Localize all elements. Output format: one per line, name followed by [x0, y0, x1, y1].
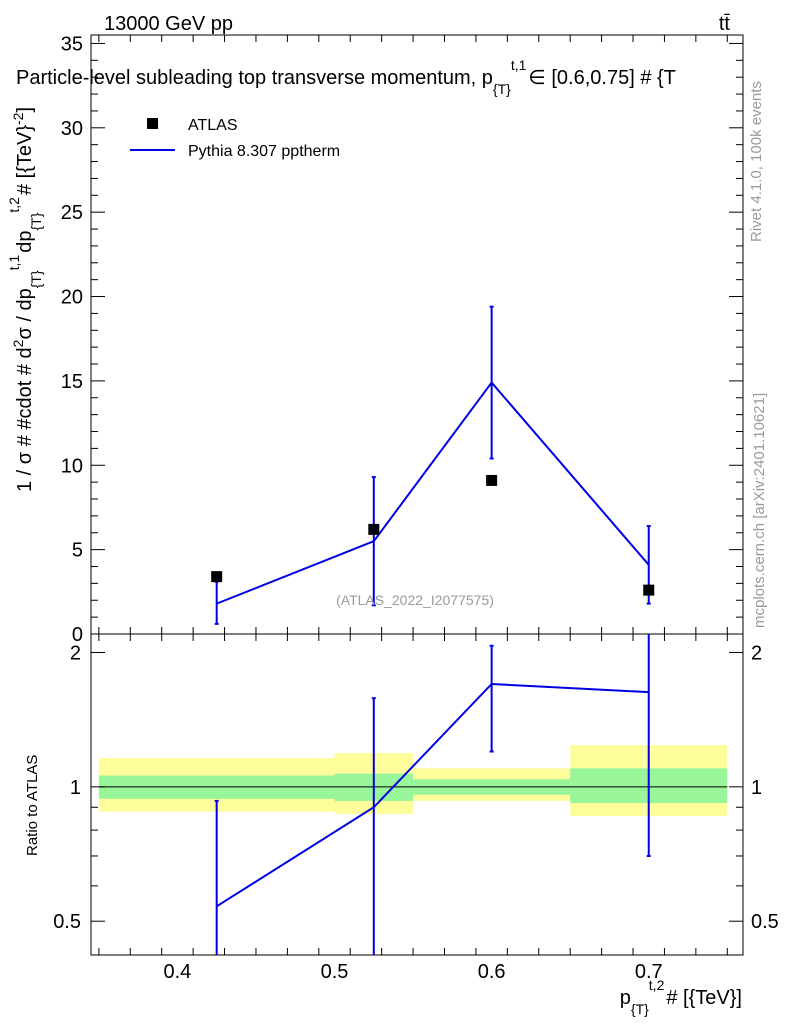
- ratio-ytick-label-1: 1: [70, 777, 81, 799]
- legend: ATLAS Pythia 8.307 pptherm: [130, 117, 340, 160]
- analysis-watermark: (ATLAS_2022_I2077575): [336, 592, 494, 608]
- main-ytick-label-1: 5: [72, 540, 83, 562]
- xlabel: p{T}t,2# [{TeV}]: [620, 977, 742, 1017]
- atlas-point-2: [486, 474, 498, 486]
- mc-line: [216, 380, 650, 605]
- legend-atlas-marker: [147, 118, 158, 129]
- main-ytick-label-7: 35: [61, 33, 83, 55]
- atlas-point-0: [211, 571, 223, 583]
- main-ytick-label-5: 25: [61, 202, 83, 224]
- main-panel: 0 5 10 15 20 25 30 35: [61, 33, 744, 646]
- legend-atlas-label: ATLAS: [188, 117, 238, 134]
- atlas-point-3: [643, 584, 655, 596]
- mcplots-label: mcplots.cern.ch [arXiv:2401.10621]: [751, 393, 768, 628]
- plot-title-sub: {T}: [493, 81, 511, 97]
- ratio-mc-line: [216, 682, 649, 908]
- main-ytick-label-6: 30: [61, 118, 83, 140]
- plot-title: Particle-level subleading top transverse…: [16, 57, 676, 97]
- ratio-ytick-label-2: 2: [70, 642, 81, 664]
- ratio-ytick-label-right-1: 1: [751, 777, 762, 799]
- xtick-label-1: 0.5: [321, 961, 349, 983]
- main-ytick-label-0: 0: [72, 624, 83, 646]
- ratio-frame: [90, 633, 744, 956]
- ratio-ytick-label-right-0: 0.5: [751, 911, 779, 933]
- main-ytick-label-3: 15: [61, 371, 83, 393]
- ratio-ytick-label-right-2: 2: [751, 642, 762, 664]
- plot-title-main: Particle-level subleading top transverse…: [16, 67, 493, 89]
- ratio-panel: 0.4 0.5 0.6 0.7 0.5 0.5 1 1 2 2: [53, 633, 779, 983]
- xtick-label-3: 0.7: [635, 961, 663, 983]
- plot-title-sup: t,1: [511, 57, 527, 73]
- xtick-label-2: 0.6: [478, 961, 506, 983]
- atlas-point-1: [368, 523, 380, 535]
- xtick-label-0: 0.4: [164, 961, 192, 983]
- energy-label: 13000 GeV pp: [104, 13, 233, 35]
- legend-pythia-label: Pythia 8.307 pptherm: [188, 143, 340, 160]
- ratio-ytick-label-0: 0.5: [53, 911, 81, 933]
- rivet-label: Rivet 4.1.0, 100k events: [748, 81, 765, 242]
- main-ylabel: 1 / σ # #cdot # d2σ / dp{T}t,1dp{T}t,2# …: [6, 107, 44, 492]
- ratio-ylabel: Ratio to ATLAS: [24, 755, 41, 856]
- main-ytick-label-4: 20: [61, 287, 83, 309]
- main-ytick-label-2: 10: [61, 455, 83, 477]
- process-label: tt̄: [719, 13, 731, 35]
- plot-title-tail: ∈ [0.6,0.75] # {T: [528, 67, 676, 89]
